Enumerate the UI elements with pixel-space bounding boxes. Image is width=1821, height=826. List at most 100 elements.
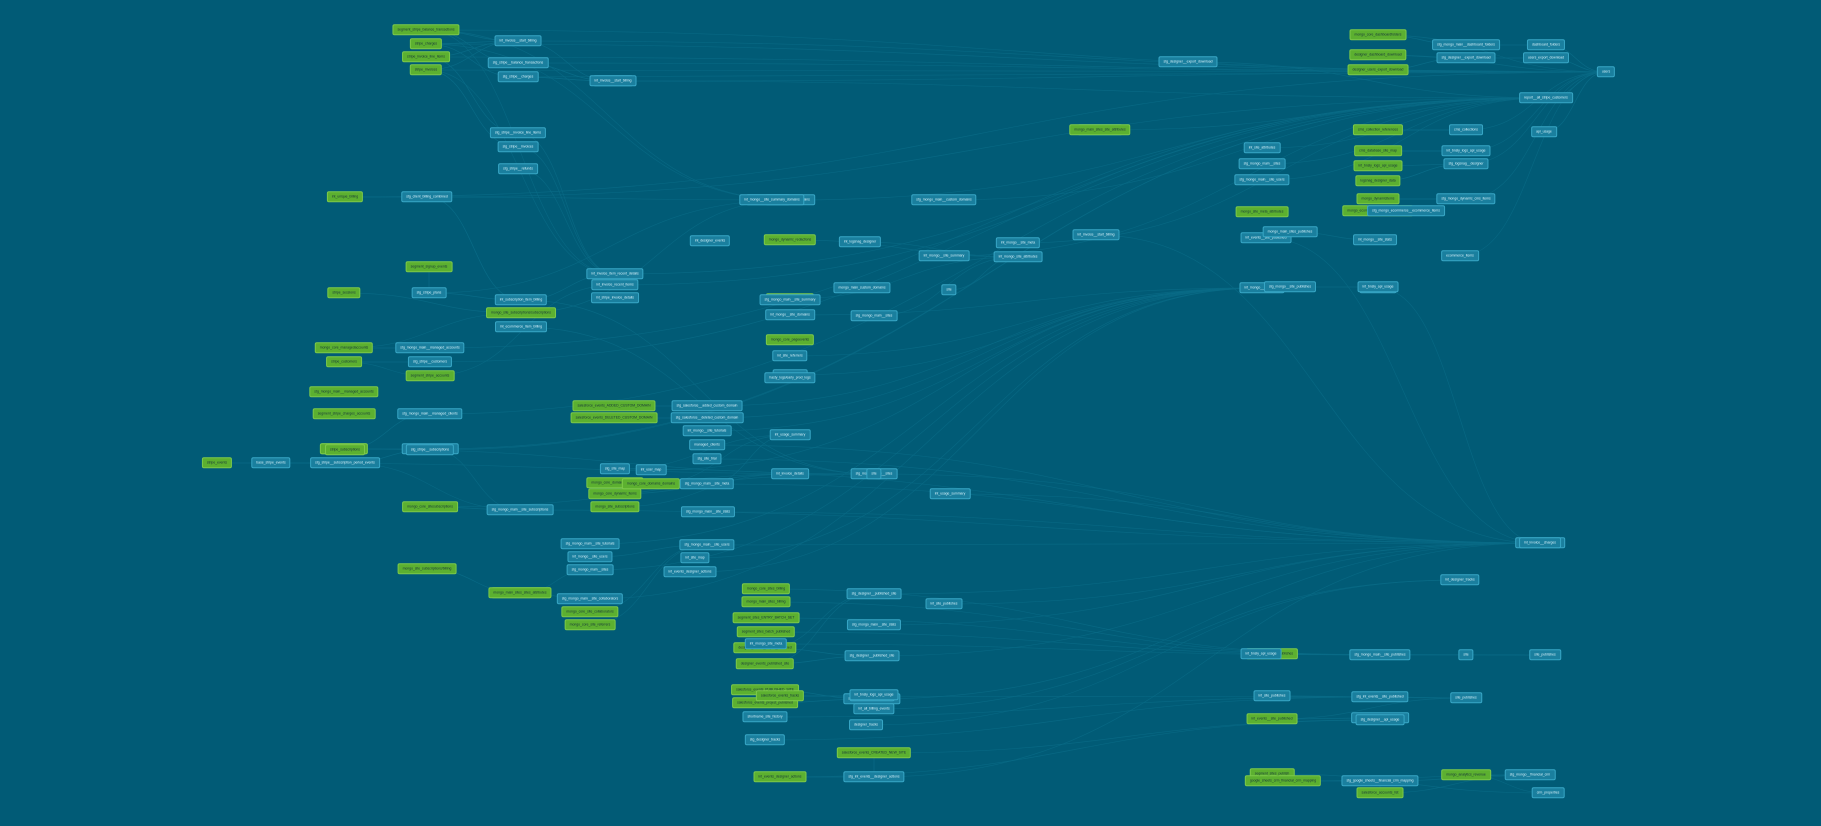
graph-node[interactable]: int_usage_summary	[929, 488, 971, 500]
graph-node[interactable]: stripe_invoice_line_items	[402, 51, 450, 63]
graph-node[interactable]: mongo_site_subscriptions/subscriptions	[486, 307, 556, 319]
graph-node[interactable]: stg_mongo__financial_crm	[1504, 769, 1556, 781]
graph-node[interactable]: mongo_analytics_revenue	[1441, 769, 1491, 781]
graph-node[interactable]: int_mongo__site_users	[567, 551, 613, 563]
graph-node[interactable]: stripe_charges	[409, 38, 443, 50]
graph-node[interactable]: site	[1458, 649, 1474, 661]
graph-node[interactable]: designer_dashboard_download	[1349, 49, 1407, 61]
graph-node[interactable]: int_invoice__start_billing	[494, 35, 542, 47]
graph-node[interactable]: api_usage	[1531, 126, 1557, 138]
graph-node[interactable]: designer_tracks	[849, 719, 883, 731]
graph-node[interactable]: site_publishes	[1529, 649, 1561, 661]
graph-node[interactable]: int_site_publishes	[925, 598, 963, 610]
graph-node[interactable]: hasty_logs/early_prod_logs	[764, 372, 816, 384]
graph-node[interactable]: int_unique_billing	[326, 191, 364, 203]
graph-node[interactable]: site_publishes	[1450, 692, 1482, 704]
graph-node[interactable]: int_site_map	[680, 552, 710, 564]
graph-node[interactable]: segment_sites_ENTRY_BATCH_SET	[732, 612, 800, 624]
graph-node[interactable]: stg_stripe__customers	[407, 356, 453, 368]
graph-node[interactable]: site	[941, 284, 957, 296]
graph-node[interactable]: int_mongo_site_attributes	[993, 251, 1043, 263]
graph-node[interactable]: stg_mongo_main__sites	[1238, 158, 1286, 170]
graph-node[interactable]: stripe_invoices	[409, 64, 443, 76]
graph-node[interactable]: int_site_attributes	[1243, 142, 1281, 154]
graph-node[interactable]: shortname_site_history	[742, 711, 788, 723]
graph-node[interactable]: int_mongo__site_domains	[765, 309, 815, 321]
graph-node[interactable]: stg_mongo_main__site_meta	[679, 478, 735, 490]
graph-node[interactable]: stg_stripe__subscription_period_events	[310, 457, 380, 469]
graph-node[interactable]: stg_designer__api_usage	[1355, 714, 1405, 726]
graph-node[interactable]: stg_mongo_main__site_stats	[846, 619, 902, 631]
graph-node[interactable]: cms_database_site_map	[1354, 145, 1402, 157]
graph-node[interactable]: stg_designer__published_site	[844, 650, 900, 662]
graph-node[interactable]: mongo_core_domains_domains	[621, 478, 681, 490]
graph-node[interactable]: stg_mongo_main__managed_accounts	[309, 386, 379, 398]
graph-node[interactable]: stg_mongo_main__site_subscriptions	[486, 504, 554, 516]
graph-node[interactable]: stg_client_billing_combined	[401, 191, 453, 203]
graph-node[interactable]: int_mongo__site_tutorials	[682, 425, 732, 437]
graph-node[interactable]: salesforce_accounts_list	[1356, 787, 1404, 799]
graph-node[interactable]: crm_properties	[1531, 787, 1565, 799]
graph-node[interactable]: salesforce_events_CREATED_NEW_SITE	[836, 747, 912, 759]
graph-node[interactable]: stg_mongo_main__sites	[566, 564, 614, 576]
graph-node[interactable]: stg_mongo_main__dashboard_folders	[1432, 39, 1500, 51]
graph-node[interactable]: int_mongo__site_summary	[918, 250, 970, 262]
graph-node[interactable]: int_ecommerce_item_billing	[494, 321, 548, 333]
graph-node[interactable]: stripe_events	[201, 457, 233, 469]
graph-node[interactable]: dashboard_folders	[1526, 39, 1566, 51]
graph-node[interactable]: stg_designer__export_download	[1158, 56, 1218, 68]
graph-node[interactable]: cms_collection_references	[1352, 124, 1404, 136]
graph-node[interactable]: stg_stripe__invoice_line_items	[489, 127, 547, 139]
graph-node[interactable]: int_site_referrers	[772, 350, 808, 362]
graph-node[interactable]: segment_stripe_charges_accounts	[312, 408, 376, 420]
graph-node[interactable]: int_mongo__site_stats	[1353, 234, 1397, 246]
graph-node[interactable]: stg_mongo_main__custom_domains	[911, 194, 977, 206]
graph-node[interactable]: stg_mongo_main__site_collaborators	[556, 593, 624, 605]
graph-node[interactable]: stg_mongo_main__site_users	[679, 539, 735, 551]
graph-node[interactable]: stg_designer__export_download	[1436, 52, 1496, 64]
graph-node[interactable]: stg_designer_tracks	[744, 734, 786, 746]
graph-node[interactable]: stg_mongo_main__managed_accounts	[395, 342, 465, 354]
graph-node[interactable]: stripe_sessions	[327, 287, 361, 299]
graph-node[interactable]: mongo_site_meta_attributes	[1235, 206, 1289, 218]
graph-node[interactable]: salesforce_events_DELETED_CUSTOM_DOMAIN	[570, 412, 658, 424]
graph-node[interactable]: stg_mongo_dynamic_cms_items	[1436, 193, 1496, 205]
graph-node[interactable]: stripe_customers	[326, 356, 362, 368]
graph-node[interactable]: stg_site_trial	[692, 453, 722, 465]
graph-node[interactable]: stg_stripe__charges	[497, 71, 539, 83]
graph-node[interactable]: stripe_subscriptions	[325, 444, 365, 456]
graph-node[interactable]: base_stripe_events	[251, 457, 291, 469]
graph-node[interactable]: int_all_billing_events	[853, 703, 895, 715]
graph-node[interactable]: stg_mongo_ecommerce__ecommerce_items	[1367, 205, 1445, 217]
graph-node[interactable]: mongo_core_dynamic_items	[588, 488, 642, 500]
graph-node[interactable]: stg_stripe__subscriptions	[405, 444, 455, 456]
graph-node[interactable]: designer_users_export_download	[1347, 64, 1409, 76]
graph-node[interactable]: stg_stripe__refunds	[498, 163, 538, 175]
graph-node[interactable]: mongo_core_managedaccounts	[314, 342, 374, 354]
graph-node[interactable]: mongo_main_sites_billing	[741, 596, 791, 608]
graph-node[interactable]: site	[866, 468, 882, 480]
graph-node[interactable]: stg_mongo_main__site_stats	[680, 506, 736, 518]
graph-node[interactable]: stg_mongo_main__sites	[850, 310, 898, 322]
graph-node[interactable]: stg_mongo_main__site_summary	[759, 294, 821, 306]
graph-node[interactable]: mongo_core_dashboardfolders	[1349, 29, 1407, 41]
graph-node[interactable]: int_events_designer_actions	[663, 566, 717, 578]
graph-node[interactable]: stg_stripe__invoices	[497, 141, 539, 153]
graph-node[interactable]: segment_signup_events	[405, 261, 453, 273]
graph-node[interactable]: users_export_download	[1522, 52, 1570, 64]
graph-node[interactable]: int_subscription_item_billing	[494, 294, 548, 306]
graph-node[interactable]: int_designer_events	[689, 235, 731, 247]
graph-node[interactable]: salesforce_events_tracks	[755, 690, 805, 702]
graph-node[interactable]: segment_stripe_balance_transactions	[392, 24, 460, 36]
graph-node[interactable]: mongo_dynamicitems	[1356, 193, 1400, 205]
graph-node[interactable]: int_events__site_published	[1246, 713, 1298, 725]
graph-node[interactable]: users	[1596, 66, 1616, 78]
graph-node[interactable]: mongo_main_sites_site_attributes	[1069, 124, 1131, 136]
graph-node[interactable]: stg_mongo_main__site_tutorials	[560, 538, 620, 550]
graph-node[interactable]: int_site_publishes	[1253, 690, 1291, 702]
graph-node[interactable]: int_bnsly_logs_api_usage	[1353, 160, 1403, 172]
graph-node[interactable]: stg_site_map	[599, 463, 631, 475]
graph-node[interactable]: mongo_core_sitesubscriptions	[402, 501, 458, 513]
graph-node[interactable]: int_stripe_invoice_details	[591, 292, 639, 304]
graph-node[interactable]: int_bnsly_logs_api_usage	[1441, 145, 1491, 157]
